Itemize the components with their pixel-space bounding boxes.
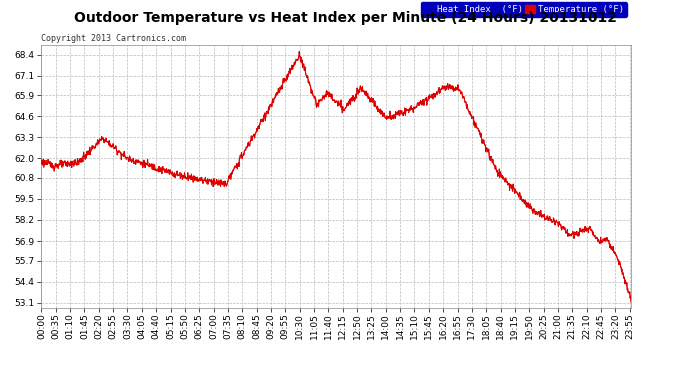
Text: Outdoor Temperature vs Heat Index per Minute (24 Hours) 20131012: Outdoor Temperature vs Heat Index per Mi… bbox=[74, 11, 616, 25]
Legend: Heat Index  (°F), Temperature (°F): Heat Index (°F), Temperature (°F) bbox=[420, 2, 627, 16]
Text: Copyright 2013 Cartronics.com: Copyright 2013 Cartronics.com bbox=[41, 34, 186, 43]
